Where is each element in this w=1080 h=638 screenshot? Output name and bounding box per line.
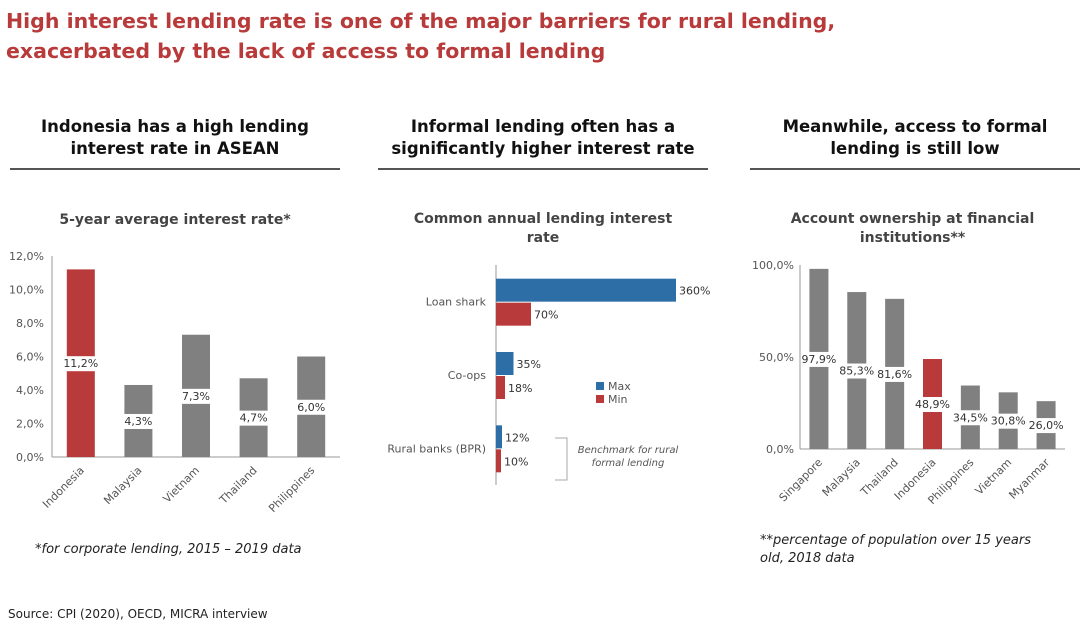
chart2-bar <box>496 352 514 375</box>
chart3-value-label: 34,5% <box>953 411 988 424</box>
chart1-y-tick-label: 4,0% <box>16 384 44 397</box>
chart2-value-label: 10% <box>504 455 528 468</box>
chart2-value-label: 12% <box>505 431 529 444</box>
chart3-footnote-line1: **percentage of population over 15 years <box>760 533 1031 548</box>
chart2-value-label: 18% <box>508 382 532 395</box>
chart1-value-label-bg <box>63 356 98 372</box>
column-heading-2-line2: significantly higher interest rate <box>391 139 695 158</box>
chart3-x-tick-label: Singapore <box>777 456 826 505</box>
chart3-value-label: 81,6% <box>877 368 912 381</box>
chart3-y-tick-label: 50,0% <box>759 351 794 364</box>
chart1-y-tick-label: 10,0% <box>9 284 44 297</box>
chart3-x-tick-label: Myanmar <box>1006 456 1052 502</box>
chart2-legend-swatch <box>596 382 604 390</box>
page-title: High interest lending rate is one of the… <box>6 6 1066 66</box>
chart1-value-label-bg <box>179 388 213 404</box>
column-heading-1-line1: Indonesia has a high lending <box>41 117 309 136</box>
chart1-y-tick-label: 6,0% <box>16 351 44 364</box>
chart1-y-tick-label: 12,0% <box>9 250 44 263</box>
chart1-value-label: 7,3% <box>182 390 210 403</box>
chart2-legend-label: Max <box>608 380 631 393</box>
chart2-benchmark-label-line1: Benchmark for rural <box>578 445 679 456</box>
chart3-value-label-bg <box>801 351 836 367</box>
chart1-value-label: 4,7% <box>240 412 268 425</box>
chart2-value-label: 70% <box>534 309 558 322</box>
chart3-value-label-bg <box>991 413 1026 429</box>
chart3-footnote: **percentage of population over 15 years… <box>760 532 1031 568</box>
chart2-title: Common annual lending interest rate <box>413 211 673 246</box>
chart2-bar <box>496 376 505 399</box>
chart1-y-tick-label: 2,0% <box>16 418 44 431</box>
column-heading-3-line2: lending is still low <box>830 139 1000 158</box>
chart1-value-label: 6,0% <box>297 401 325 414</box>
column-heading-2-line1: Informal lending often has a <box>410 117 676 136</box>
chart3-value-label-bg <box>1029 418 1064 434</box>
chart2-bar <box>496 449 501 473</box>
chart3-x-tick-label: Malaysia <box>820 456 863 499</box>
chart1-value-label-bg <box>121 413 156 429</box>
chart1-title: 5-year average interest rate* <box>59 212 291 228</box>
column-heading-1: Indonesia has a high lending interest ra… <box>10 116 340 170</box>
chart2-y-tick-label: Co-ops <box>448 369 487 382</box>
chart3-y-tick-label: 0,0% <box>766 443 794 456</box>
chart3-value-label-bg <box>839 363 874 379</box>
page-title-line1: High interest lending rate is one of the… <box>6 9 836 33</box>
source-note: Source: CPI (2020), OECD, MICRA intervie… <box>8 607 268 621</box>
column-heading-2: Informal lending often has a significant… <box>378 116 708 170</box>
chart2-value-label: 360% <box>679 285 710 298</box>
chart2-bar <box>496 302 531 326</box>
chart3-value-label: 26,0% <box>1029 419 1064 432</box>
chart3-value-label: 48,9% <box>915 398 950 411</box>
chart1-value-label: 11,2% <box>63 357 98 370</box>
chart2-benchmark-label-line2: formal lending <box>592 458 665 469</box>
chart2-legend-swatch <box>596 395 604 403</box>
column-heading-3: Meanwhile, access to formal lending is s… <box>750 116 1080 170</box>
chart3-value-label-bg <box>915 397 950 413</box>
chart3-y-tick-label: 100,0% <box>752 259 794 272</box>
chart2-bar <box>496 278 676 302</box>
column-heading-3-line1: Meanwhile, access to formal <box>782 117 1048 136</box>
chart3-value-label-bg <box>953 410 988 426</box>
chart3-footnote-line2: old, 2018 data <box>760 551 855 566</box>
chart3-value-label-bg <box>877 366 912 382</box>
chart1-value-label: 4,3% <box>124 415 152 428</box>
chart2-y-tick-label: Rural banks (BPR) <box>387 442 486 455</box>
chart1-y-tick-label: 8,0% <box>16 317 44 330</box>
chart1-value-label-bg <box>236 410 271 426</box>
chart2-legend-label: Min <box>608 393 628 406</box>
chart3-title: Account ownership at financial instituti… <box>790 211 1035 246</box>
chart3-value-label: 85,3% <box>839 365 874 378</box>
column-heading-1-line2: interest rate in ASEAN <box>70 139 280 158</box>
chart1-footnote: *for corporate lending, 2015 – 2019 data <box>35 542 302 557</box>
chart2-value-label: 35% <box>517 358 541 371</box>
page-title-line2: exacerbated by the lack of access to for… <box>6 39 606 63</box>
chart2-benchmark-bracket <box>555 437 568 481</box>
chart1-value-label-bg <box>294 399 329 415</box>
chart3-value-label: 30,8% <box>991 415 1026 428</box>
chart2-y-tick-label: Loan shark <box>426 296 487 309</box>
chart1-y-tick-label: 0,0% <box>16 451 44 464</box>
chart2-bar <box>496 425 502 449</box>
chart3-value-label: 97,9% <box>801 353 836 366</box>
